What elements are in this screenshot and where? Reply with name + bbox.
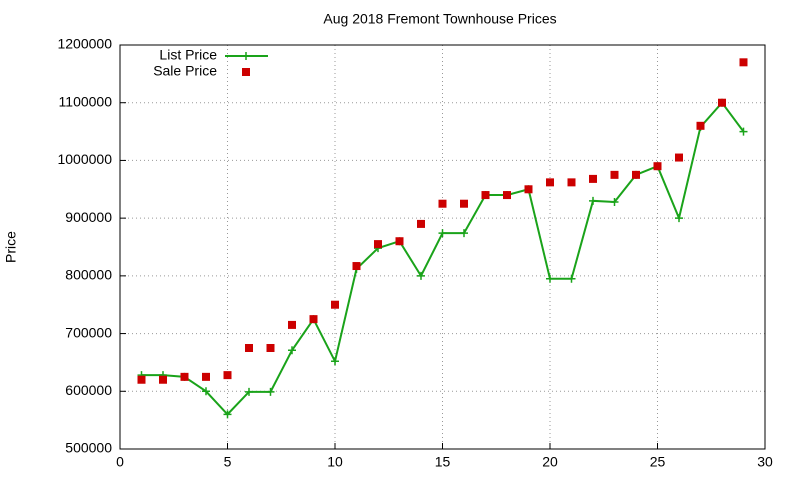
point xyxy=(245,387,253,396)
x-tick-label: 5 xyxy=(224,454,232,470)
y-tick-label: 700000 xyxy=(65,324,112,340)
point xyxy=(202,387,210,396)
x-tick-label: 20 xyxy=(542,454,558,470)
point xyxy=(460,199,468,208)
y-tick-label: 500000 xyxy=(65,440,112,456)
point xyxy=(202,372,210,381)
point xyxy=(395,237,404,246)
y-tick-label: 1200000 xyxy=(57,36,112,52)
point xyxy=(610,170,619,179)
point xyxy=(546,274,554,283)
legend-label: Sale Price xyxy=(153,63,217,79)
point xyxy=(503,191,511,200)
y-tick-label: 1000000 xyxy=(57,151,112,167)
x-tick-label: 10 xyxy=(327,454,343,470)
legend-label: List Price xyxy=(159,47,217,63)
point xyxy=(245,344,253,352)
x-tick-label: 30 xyxy=(757,454,773,470)
point xyxy=(331,357,339,366)
point xyxy=(675,214,683,223)
plot-frame xyxy=(119,44,766,450)
point xyxy=(632,170,640,179)
y-tick-label: 1100000 xyxy=(59,93,113,109)
point xyxy=(675,153,683,162)
y-tick-label: 900000 xyxy=(65,209,112,225)
point xyxy=(266,344,275,352)
point xyxy=(417,271,425,280)
point xyxy=(159,375,167,384)
point xyxy=(438,199,447,208)
point xyxy=(266,387,275,396)
x-tick-label: 0 xyxy=(116,454,124,470)
y-axis-label: Price xyxy=(3,231,19,263)
point xyxy=(460,229,468,238)
point xyxy=(331,300,339,309)
point xyxy=(567,274,576,283)
point xyxy=(374,240,382,249)
point xyxy=(696,121,705,130)
point xyxy=(180,372,189,381)
point xyxy=(223,410,232,419)
point xyxy=(589,174,597,183)
legend-marker xyxy=(242,68,250,76)
point xyxy=(610,197,619,206)
point xyxy=(438,229,447,238)
point xyxy=(546,178,554,187)
point xyxy=(137,375,146,384)
point xyxy=(589,196,597,205)
chart-title: Aug 2018 Fremont Townhouse Prices xyxy=(323,11,556,27)
point xyxy=(524,185,533,194)
x-tick-label: 25 xyxy=(650,454,666,470)
point xyxy=(309,315,318,324)
point xyxy=(739,58,748,67)
legend-marker xyxy=(242,52,250,60)
x-tick-label: 15 xyxy=(435,454,451,470)
y-tick-label: 800000 xyxy=(65,267,112,283)
point xyxy=(288,320,296,329)
point xyxy=(718,98,726,107)
point xyxy=(223,371,232,380)
point xyxy=(352,262,361,271)
point xyxy=(288,346,296,355)
y-tick-label: 600000 xyxy=(65,382,112,398)
point xyxy=(739,127,748,136)
point xyxy=(653,162,662,171)
point xyxy=(567,178,576,187)
point xyxy=(481,191,490,200)
point xyxy=(417,219,425,228)
